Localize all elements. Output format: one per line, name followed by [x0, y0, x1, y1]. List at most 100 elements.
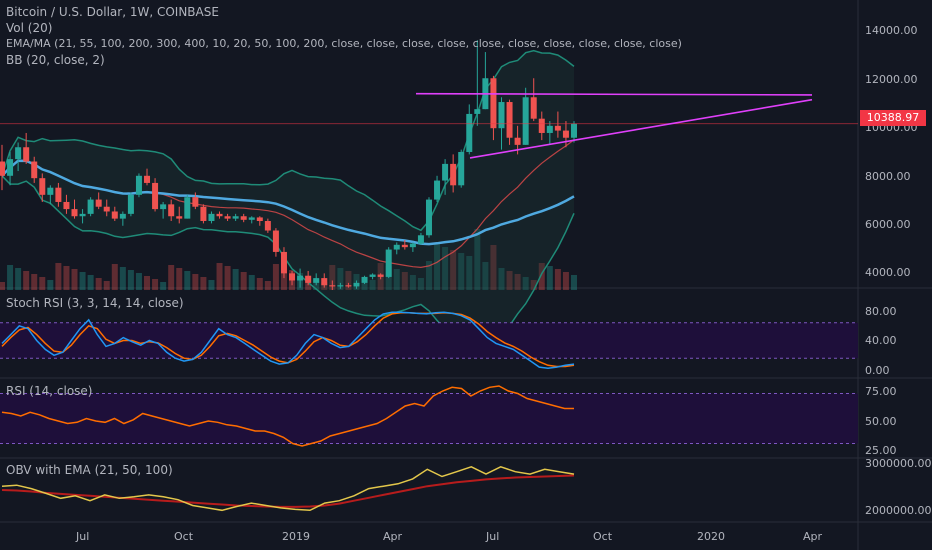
volume-bar — [160, 282, 167, 290]
candle-body — [538, 118, 545, 133]
candle-body — [498, 102, 505, 129]
volume-legend: Vol (20) — [6, 21, 53, 35]
volume-bar — [200, 277, 207, 290]
ema-ma-legend: EMA/MA (21, 55, 100, 200, 300, 400, 10, … — [6, 37, 682, 50]
obv-line — [1, 465, 575, 512]
candle-body — [248, 217, 255, 220]
candle-body — [224, 216, 231, 219]
candle-body — [39, 178, 46, 195]
candle-body — [23, 147, 30, 162]
volume-bar — [337, 268, 344, 290]
volume-bar — [119, 267, 126, 290]
candle-body — [240, 216, 247, 220]
volume-bar — [176, 268, 183, 290]
volume-bar — [442, 247, 449, 290]
candle-body — [135, 175, 142, 195]
candle-body — [297, 275, 304, 281]
candle-body — [152, 182, 159, 210]
candle-body — [345, 285, 352, 287]
candle-body — [514, 137, 521, 145]
candle-body — [474, 109, 481, 114]
volume-bar — [168, 265, 175, 290]
candle-body — [79, 213, 86, 217]
candle-body — [417, 235, 424, 244]
candle-body — [466, 113, 473, 152]
volume-bar — [393, 269, 400, 290]
volume-bar — [224, 266, 231, 290]
candle-body — [119, 213, 126, 219]
volume-bar — [474, 229, 481, 290]
candle-body — [176, 216, 183, 219]
candle-body — [168, 204, 175, 217]
candle-body — [450, 163, 457, 186]
bollinger-band-fill — [2, 50, 574, 349]
candle-body — [434, 180, 441, 200]
moving-average-blue — [1, 159, 575, 246]
volume-bar — [79, 272, 86, 290]
time-tick: Oct — [593, 530, 613, 543]
candle-body — [192, 197, 199, 207]
candle-body — [530, 97, 537, 119]
stoch-band — [0, 322, 858, 359]
volume-bar — [490, 245, 497, 290]
candle-body — [256, 217, 263, 221]
volume-bar — [47, 280, 54, 290]
candle-body — [0, 161, 5, 176]
candle-body — [160, 204, 167, 210]
volume-bar — [506, 271, 513, 290]
volume-bar — [111, 264, 118, 290]
candle-body — [506, 102, 513, 138]
time-tick: Apr — [383, 530, 403, 543]
volume-bar — [434, 244, 441, 290]
volume-bar — [345, 271, 352, 290]
candle-body — [127, 194, 134, 214]
candle-body — [337, 285, 344, 287]
rsi-tick: 25.00 — [865, 444, 897, 457]
candle-body — [385, 249, 392, 277]
volume-bar — [31, 274, 38, 290]
trendline-resistance — [415, 92, 813, 96]
volume-bar — [417, 278, 424, 290]
rsi-tick: 75.00 — [865, 385, 897, 398]
obv-title: OBV with EMA (21, 50, 100) — [6, 463, 173, 477]
volume-bar — [256, 278, 263, 290]
candle-body — [361, 276, 368, 283]
volume-bar — [95, 278, 102, 290]
volume-bar — [135, 273, 142, 290]
candle-body — [321, 278, 328, 286]
volume-bar — [369, 280, 376, 290]
stoch-tick: 80.00 — [865, 305, 897, 318]
candle-body — [111, 211, 118, 219]
candle-body — [208, 213, 215, 221]
price-tick: 4000.00 — [865, 266, 911, 279]
volume-bar — [55, 263, 62, 290]
stoch-rsi-title: Stoch RSI (3, 3, 14, 14, close) — [6, 296, 184, 310]
candle-body — [200, 206, 207, 221]
price-tick: 6000.00 — [865, 218, 911, 231]
candle-body — [377, 274, 384, 277]
stoch-k-line — [1, 311, 575, 369]
candle-body — [55, 187, 62, 202]
candle-body — [571, 123, 577, 138]
volume-bar — [571, 275, 577, 290]
volume-bar — [522, 277, 529, 290]
volume-bar — [63, 266, 70, 290]
time-tick: 2019 — [282, 530, 310, 543]
volume-bar — [272, 264, 279, 290]
candle-body — [63, 201, 70, 210]
volume-bar — [184, 271, 191, 290]
volume-bar — [39, 277, 46, 290]
volume-bar — [498, 268, 505, 290]
candle-body — [425, 199, 432, 236]
volume-bar — [7, 265, 14, 290]
volume-bar — [208, 280, 215, 290]
price-tick: 8000.00 — [865, 170, 911, 183]
stoch-tick: 0.00 — [865, 364, 890, 377]
volume-bar — [530, 280, 537, 290]
candle-body — [329, 285, 336, 287]
candle-body — [15, 147, 22, 160]
stoch-tick: 40.00 — [865, 334, 897, 347]
volume-bar — [482, 262, 489, 290]
candle-body — [289, 273, 296, 281]
